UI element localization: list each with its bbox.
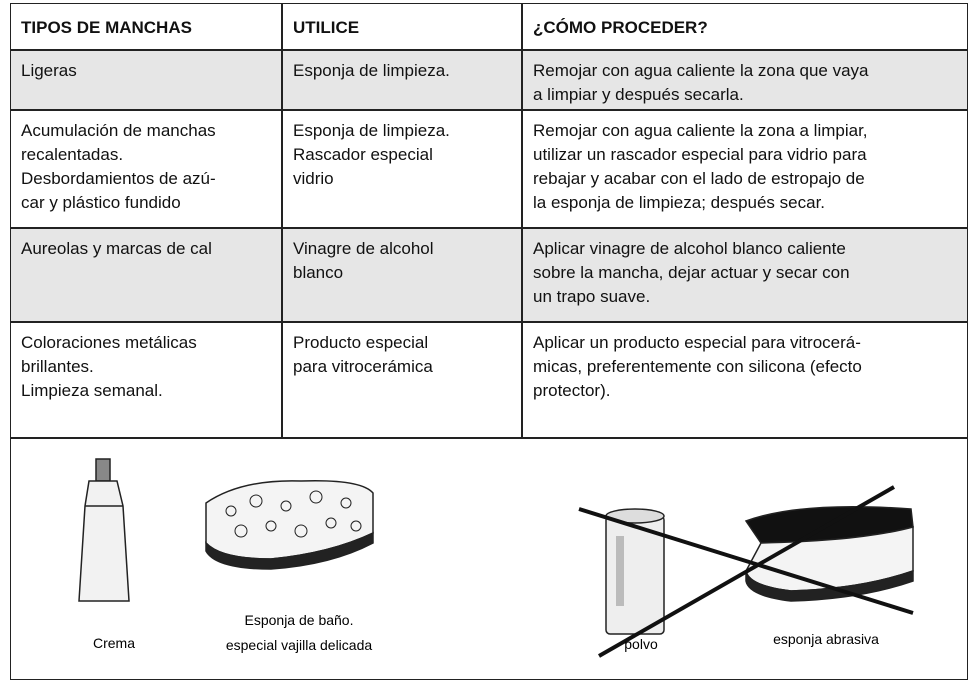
table-cell: Producto especial para vitrocerámica — [282, 322, 522, 438]
cell-line: Remojar con agua caliente la zona que va… — [533, 61, 869, 80]
cell-line: rebajar y acabar con el lado de estropaj… — [533, 169, 865, 188]
table-cell: Aplicar vinagre de alcohol blanco calien… — [522, 228, 968, 322]
cell-line: Limpieza semanal. — [21, 381, 163, 400]
table-cell: Aplicar un producto especial para vitroc… — [522, 322, 968, 438]
cell-line: a limpiar y después secarla. — [533, 85, 744, 104]
cell-line: la esponja de limpieza; después secar. — [533, 193, 826, 212]
cell-line: Esponja de limpieza. — [293, 61, 450, 80]
cross-line — [578, 507, 914, 615]
table-cell: Remojar con agua caliente la zona que va… — [522, 50, 968, 110]
table-cell: Vinagre de alcohol blanco — [282, 228, 522, 322]
cell-line: Coloraciones metálicas — [21, 333, 197, 352]
table-cell: Aureolas y marcas de cal — [10, 228, 282, 322]
header-cell: TIPOS DE MANCHAS — [10, 3, 282, 50]
cell-line: Aureolas y marcas de cal — [21, 239, 212, 258]
cell-line: car y plástico fundido — [21, 193, 181, 212]
table-cell: Esponja de limpieza. — [282, 50, 522, 110]
header-text: TIPOS DE MANCHAS — [21, 18, 192, 37]
cell-line: Ligeras — [21, 61, 77, 80]
caption: Crema — [93, 635, 135, 651]
caption: esponja abrasiva — [773, 631, 879, 647]
cell-line: vidrio — [293, 169, 334, 188]
cell-line: para vitrocerámica — [293, 357, 433, 376]
cell-line: Esponja de limpieza. — [293, 121, 450, 140]
caption: Esponja de baño. — [245, 612, 354, 628]
header-text: UTILICE — [293, 18, 360, 37]
powder-icon — [605, 508, 665, 635]
cell-line: utilizar un rascador especial para vidri… — [533, 145, 867, 164]
cross-line — [598, 485, 895, 658]
header-cell: UTILICE — [282, 3, 522, 50]
header-text: ¿CÓMO PROCEDER? — [533, 18, 708, 37]
cell-line: sobre la mancha, dejar actuar y secar co… — [533, 263, 850, 282]
illustration-panel: Crema Esponja de baño. especial vajilla … — [10, 438, 968, 680]
table-cell: Coloraciones metálicas brillantes. Limpiez… — [10, 322, 282, 438]
table-cell: Acumulación de manchas recalentadas. Desbo… — [10, 110, 282, 228]
cell-line: Rascador especial — [293, 145, 433, 164]
cell-line: recalentadas. — [21, 145, 124, 164]
caption: polvo — [624, 636, 658, 652]
cell-line: Acumulación de manchas — [21, 121, 216, 140]
tube-icon — [78, 458, 130, 602]
cell-line: Aplicar vinagre de alcohol blanco calien… — [533, 239, 846, 258]
table-cell: Ligeras — [10, 50, 282, 110]
cell-line: Vinagre de alcohol — [293, 239, 434, 258]
cell-line: Aplicar un producto especial para vitroc… — [533, 333, 861, 352]
table-cell: Esponja de limpieza. Rascador especial vid… — [282, 110, 522, 228]
cell-line: Producto especial — [293, 333, 429, 352]
header-cell: ¿CÓMO PROCEDER? — [522, 3, 968, 50]
cell-line: Desbordamientos de azú- — [21, 169, 216, 188]
cell-line: un trapo suave. — [533, 287, 651, 306]
illustrations: Crema Esponja de baño. especial vajilla … — [78, 458, 914, 658]
cell-line: brillantes. — [21, 357, 94, 376]
caption: especial vajilla delicada — [226, 637, 373, 653]
cell-line: blanco — [293, 263, 344, 282]
table-cell: Remojar con agua caliente la zona a limp… — [522, 110, 968, 228]
sponge-icon — [205, 480, 374, 570]
cell-line: protector). — [533, 381, 611, 400]
cell-line: Remojar con agua caliente la zona a limp… — [533, 121, 868, 140]
cell-line: micas, preferentemente con silicona (efe… — [533, 357, 862, 376]
